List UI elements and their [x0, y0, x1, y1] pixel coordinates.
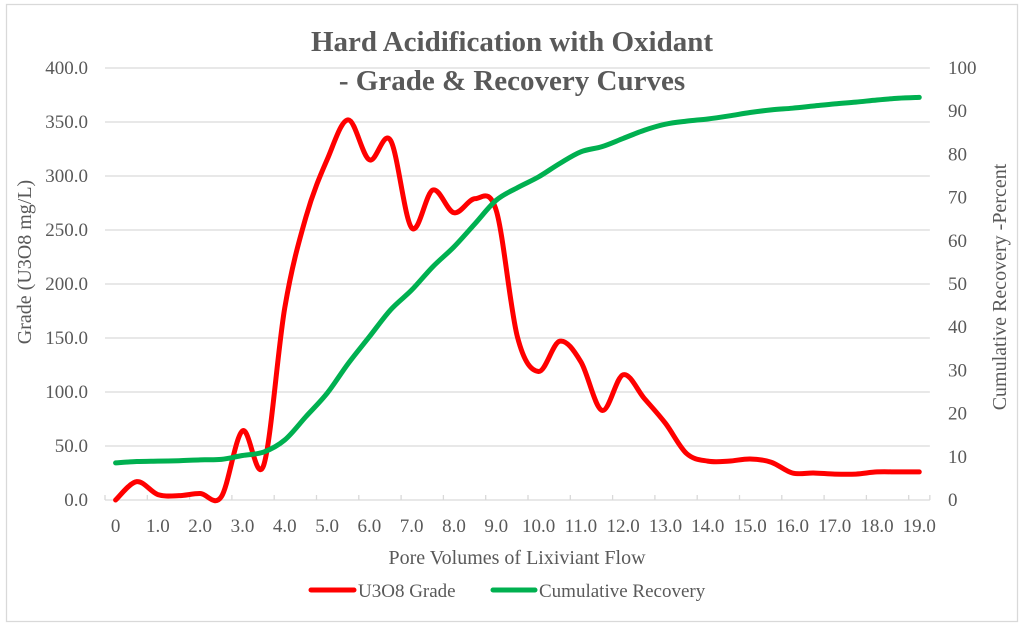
y2-tick-label: 90 [948, 101, 967, 122]
x-tick-label: 14.0 [691, 516, 724, 537]
series-line-u3o8-grade [113, 117, 922, 504]
y-tick-label: 50.0 [55, 436, 88, 457]
x-tick-label: 3.0 [231, 516, 255, 537]
legend: U3O8 Grade Cumulative Recovery [308, 581, 706, 602]
x-tick-label: 10.0 [522, 516, 555, 537]
x-tick-label: 8.0 [442, 516, 466, 537]
y-tick-label: 100.0 [45, 382, 88, 403]
y2-tick-label: 10 [948, 447, 967, 468]
y2-tick-label: 70 [948, 188, 967, 209]
y2-tick-label: 40 [948, 317, 967, 338]
y-tick-label: 350.0 [45, 112, 88, 133]
x-tick-label: 11.0 [565, 516, 598, 537]
y-tick-label: 0.0 [64, 490, 88, 511]
axes: 0.050.0100.0150.0200.0250.0300.0350.0400… [45, 58, 976, 537]
legend-item-u3o8-grade: U3O8 Grade [308, 581, 456, 602]
x-tick-label: 7.0 [400, 516, 424, 537]
y2-tick-label: 30 [948, 360, 967, 381]
x-tick-label: 4.0 [273, 516, 297, 537]
y2-tick-label: 0 [948, 490, 958, 511]
x-tick-label: 17.0 [818, 516, 851, 537]
x-tick-label: 9.0 [484, 516, 508, 537]
x-tick-label: 1.0 [146, 516, 170, 537]
x-tick-label: 18.0 [860, 516, 893, 537]
x-tick-label: 19.0 [903, 516, 936, 537]
series-line-cumulative-recovery [113, 94, 922, 466]
plot-series [113, 94, 922, 504]
y2-tick-label: 20 [948, 404, 967, 425]
x-tick-label: 16.0 [776, 516, 809, 537]
x-tick-label: 13.0 [649, 516, 682, 537]
y2-axis-title: Cumulative Recovery -Percent [989, 163, 1011, 410]
x-tick-label: 2.0 [188, 516, 212, 537]
x-tick-label: 0 [111, 516, 121, 537]
y-tick-label: 400.0 [45, 58, 88, 79]
x-tick-label: 6.0 [358, 516, 382, 537]
y-tick-label: 150.0 [45, 328, 88, 349]
y2-tick-label: 60 [948, 231, 967, 252]
y2-tick-label: 100 [948, 58, 977, 79]
y-tick-label: 250.0 [45, 220, 88, 241]
x-axis-title: Pore Volumes of Lixiviant Flow [388, 547, 646, 569]
x-tick-label: 12.0 [607, 516, 640, 537]
legend-label-u3o8-grade: U3O8 Grade [358, 581, 456, 602]
legend-label-cumulative-recovery: Cumulative Recovery [539, 581, 706, 602]
y-tick-label: 200.0 [45, 274, 88, 295]
x-tick-label: 5.0 [315, 516, 339, 537]
x-tick-label: 15.0 [733, 516, 766, 537]
legend-item-cumulative-recovery: Cumulative Recovery [490, 581, 706, 602]
y-axis-title: Grade (U3O8 mg/L) [14, 180, 36, 344]
y2-tick-label: 50 [948, 274, 967, 295]
chart-title-line-2: - Grade & Recovery Curves [339, 65, 685, 97]
gridlines [105, 67, 930, 447]
y2-tick-label: 80 [948, 144, 967, 165]
chart-title-line-1: Hard Acidification with Oxidant [311, 26, 713, 58]
y-tick-label: 300.0 [45, 166, 88, 187]
